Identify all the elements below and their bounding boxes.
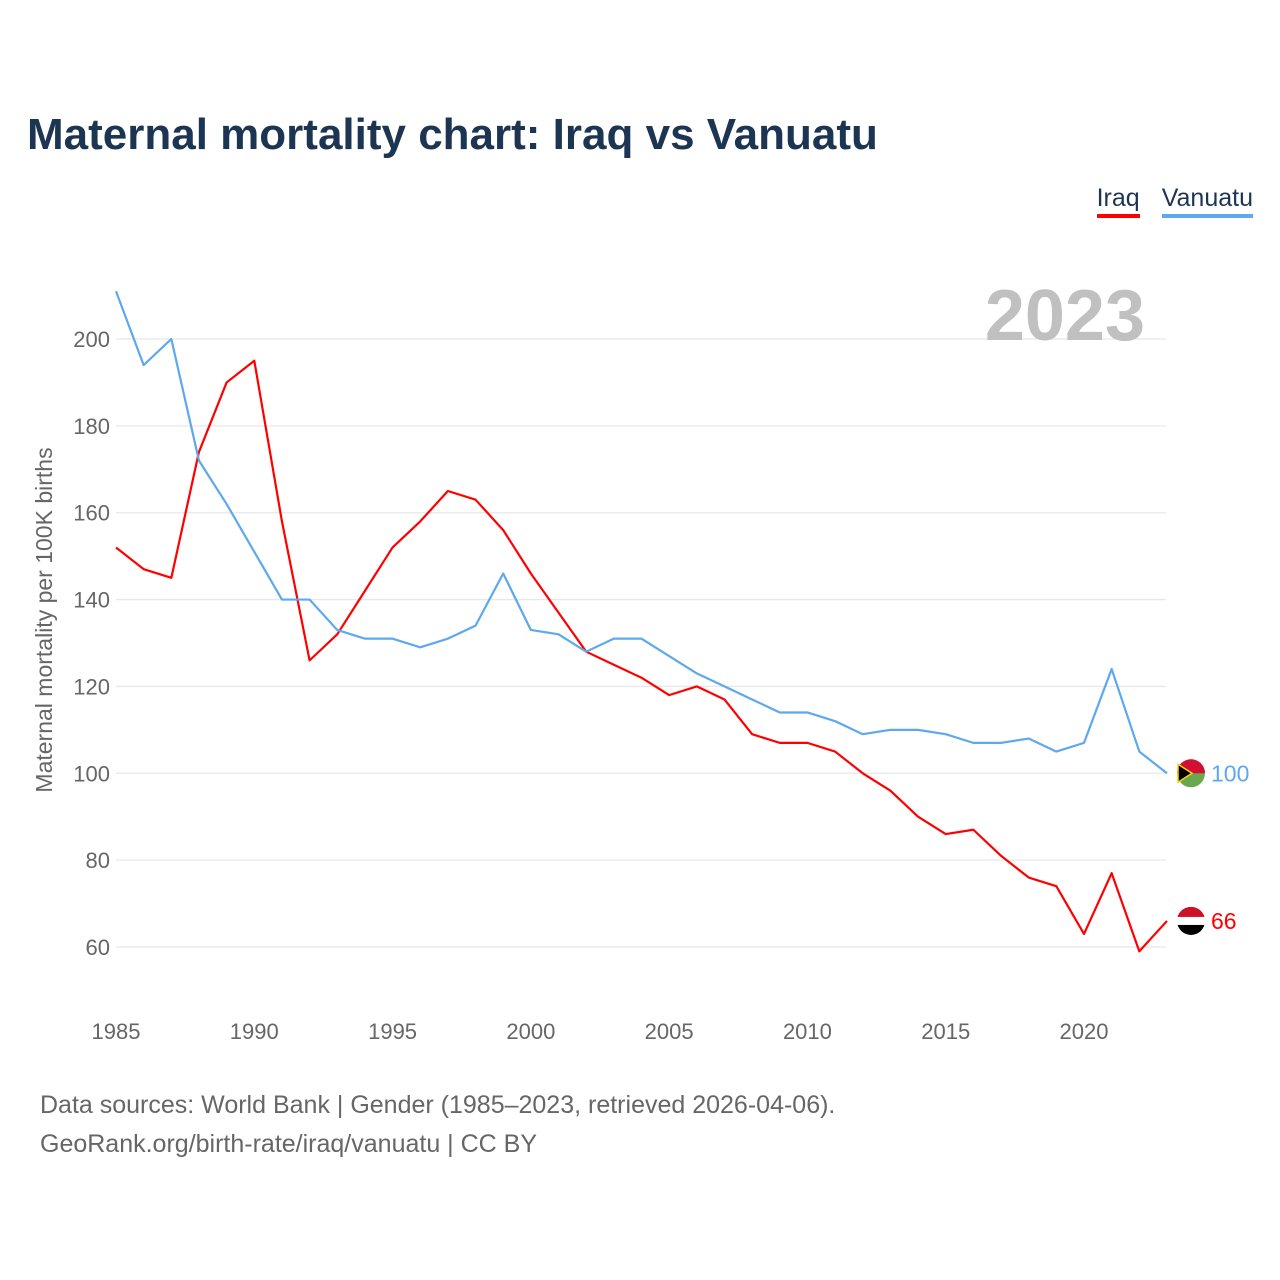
x-tick-label: 1995 xyxy=(368,1019,417,1044)
flag-chevron xyxy=(1177,762,1194,784)
y-tick-label: 160 xyxy=(73,501,110,526)
y-tick-label: 60 xyxy=(86,935,110,960)
end-value-label: 100 xyxy=(1211,760,1249,786)
legend: Iraq Vanuatu xyxy=(1096,184,1253,218)
y-tick-label: 120 xyxy=(73,674,110,699)
flag-band xyxy=(1177,916,1205,925)
x-tick-label: 2010 xyxy=(783,1019,832,1044)
x-tick-label: 2005 xyxy=(645,1019,694,1044)
legend-item-iraq[interactable]: Iraq xyxy=(1096,184,1140,218)
x-tick-label: 2015 xyxy=(921,1019,970,1044)
y-axis-label: Maternal mortality per 100K births xyxy=(31,447,57,792)
y-tick-label: 180 xyxy=(73,414,110,439)
footer: Data sources: World Bank | Gender (1985–… xyxy=(40,1086,835,1164)
series-line-iraq xyxy=(115,359,1168,953)
y-tick-label: 80 xyxy=(86,848,110,873)
footer-sources: Data sources: World Bank | Gender (1985–… xyxy=(40,1091,836,1119)
y-tick-label: 100 xyxy=(73,761,110,786)
x-tick-label: 1985 xyxy=(92,1019,141,1044)
end-value-label: 66 xyxy=(1211,908,1237,934)
footer-link[interactable]: GeoRank.org/birth-rate/iraq/vanuatu | CC… xyxy=(40,1130,538,1158)
x-tick-label: 2000 xyxy=(506,1019,555,1044)
y-tick-label: 200 xyxy=(73,327,110,352)
x-tick-label: 1990 xyxy=(230,1019,279,1044)
y-tick-label: 140 xyxy=(73,588,110,613)
x-tick-label: 2020 xyxy=(1060,1019,1109,1044)
legend-item-vanuatu[interactable]: Vanuatu xyxy=(1161,184,1253,218)
series-line-vanuatu xyxy=(114,290,1168,775)
chart-title: Maternal mortality chart: Iraq vs Vanuat… xyxy=(27,110,878,159)
year-watermark: 2023 xyxy=(985,276,1145,356)
